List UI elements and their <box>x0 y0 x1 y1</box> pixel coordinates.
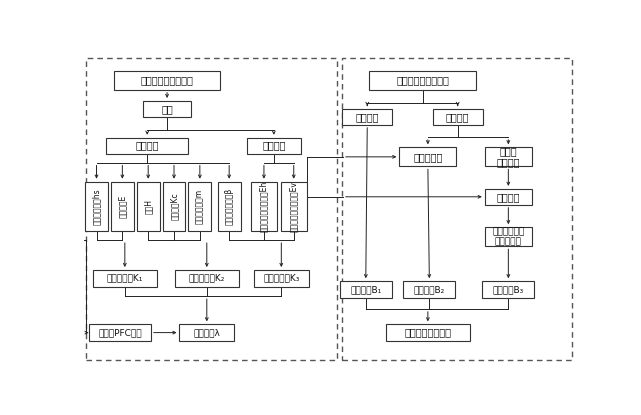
Text: 面损伤参数K₂: 面损伤参数K₂ <box>188 274 225 283</box>
FancyBboxPatch shape <box>340 281 392 298</box>
Text: 高速拍摄挑选
代表性岩屑: 高速拍摄挑选 代表性岩屑 <box>492 227 524 247</box>
FancyBboxPatch shape <box>482 281 535 298</box>
Text: 非均质性系数m: 非均质性系数m <box>196 189 204 224</box>
FancyBboxPatch shape <box>218 182 240 231</box>
Text: 损伤参数B₂: 损伤参数B₂ <box>413 285 445 294</box>
FancyBboxPatch shape <box>92 270 157 287</box>
Text: 离散元PFC验证: 离散元PFC验证 <box>98 328 142 337</box>
FancyBboxPatch shape <box>113 71 221 90</box>
FancyBboxPatch shape <box>342 109 392 125</box>
Text: 体损伤参数K₃: 体损伤参数K₃ <box>263 274 299 283</box>
Text: 裂缝型压痕占比β: 裂缝型压痕占比β <box>224 188 234 225</box>
FancyBboxPatch shape <box>369 71 476 90</box>
Text: 隧道、巷道结构岩体: 隧道、巷道结构岩体 <box>397 75 449 85</box>
Text: 断裂韧性Kc: 断裂韧性Kc <box>169 193 178 220</box>
Text: 开挖后岩屑: 开挖后岩屑 <box>413 152 442 162</box>
FancyBboxPatch shape <box>254 270 309 287</box>
FancyBboxPatch shape <box>251 182 277 231</box>
FancyBboxPatch shape <box>179 324 234 341</box>
Text: 损伤参数B₁: 损伤参数B₁ <box>350 285 381 294</box>
Text: 硬度H: 硬度H <box>144 199 153 214</box>
Text: 原位岩屑: 原位岩屑 <box>356 112 379 122</box>
Text: 纳米划痕: 纳米划痕 <box>262 141 286 151</box>
FancyBboxPatch shape <box>485 189 532 205</box>
FancyBboxPatch shape <box>433 109 483 125</box>
Text: 冲击岩爆: 冲击岩爆 <box>497 192 520 202</box>
FancyBboxPatch shape <box>281 182 306 231</box>
Text: 损伤参数B₃: 损伤参数B₃ <box>493 285 524 294</box>
FancyBboxPatch shape <box>137 182 160 231</box>
Text: 点损伤参数K₁: 点损伤参数K₁ <box>106 274 143 283</box>
Text: 垂直层理面弹性模量Ev: 垂直层理面弹性模量Ev <box>289 181 298 232</box>
FancyBboxPatch shape <box>399 147 456 166</box>
Text: 三参数损伤评价方法: 三参数损伤评价方法 <box>140 75 194 85</box>
Text: 弹性模量E: 弹性模量E <box>118 195 127 218</box>
FancyBboxPatch shape <box>163 182 185 231</box>
FancyBboxPatch shape <box>188 182 212 231</box>
FancyBboxPatch shape <box>111 182 134 231</box>
FancyBboxPatch shape <box>174 270 239 287</box>
Text: 纳米压痕: 纳米压痕 <box>135 141 159 151</box>
FancyBboxPatch shape <box>485 227 532 247</box>
Text: 三级损伤劣度评价: 三级损伤劣度评价 <box>404 327 451 337</box>
FancyBboxPatch shape <box>89 324 151 341</box>
FancyBboxPatch shape <box>85 182 108 231</box>
Text: 水平层理面弹性模量Eh: 水平层理面弹性模量Eh <box>260 181 269 232</box>
FancyBboxPatch shape <box>485 147 532 166</box>
FancyBboxPatch shape <box>403 281 456 298</box>
Text: 立方体
标准岩心: 立方体 标准岩心 <box>497 146 520 168</box>
Text: 岩屑: 岩屑 <box>161 104 173 114</box>
Text: 边缘最大变形hs: 边缘最大变形hs <box>92 188 101 225</box>
FancyBboxPatch shape <box>247 138 301 154</box>
Text: 开挖取芯: 开挖取芯 <box>446 112 469 122</box>
FancyBboxPatch shape <box>386 324 470 341</box>
FancyBboxPatch shape <box>106 138 188 154</box>
Text: 损伤参数λ: 损伤参数λ <box>194 328 221 337</box>
FancyBboxPatch shape <box>144 101 190 117</box>
